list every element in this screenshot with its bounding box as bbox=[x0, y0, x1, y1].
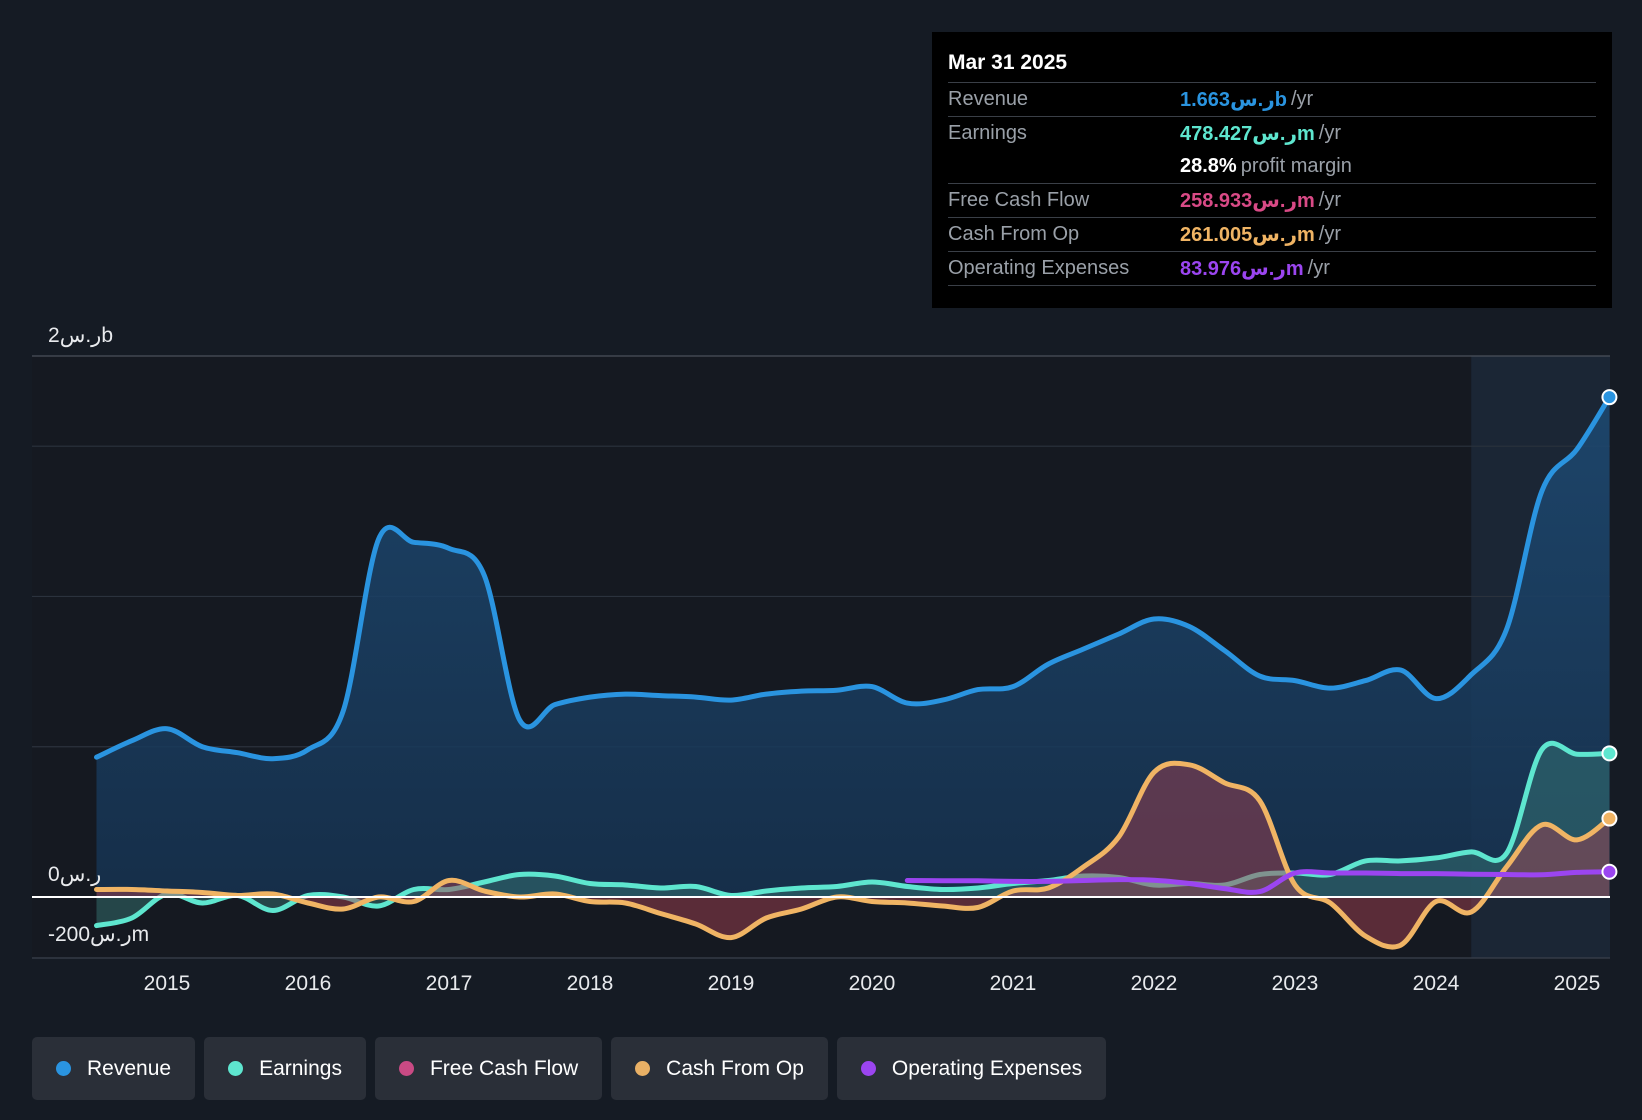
cash-from-op-end-marker bbox=[1601, 810, 1618, 827]
legend-item-free-cash-flow[interactable]: Free Cash Flow bbox=[374, 1037, 603, 1100]
tooltip-value: 83.976ر.سm bbox=[1180, 258, 1304, 280]
tooltip-label: Revenue bbox=[948, 88, 1029, 110]
tooltip-label: Free Cash Flow bbox=[948, 189, 1090, 211]
legend-label: Earnings bbox=[259, 1056, 342, 1080]
tooltip-unit: /yr bbox=[1307, 257, 1330, 279]
revenue-line bbox=[94, 394, 1610, 762]
legend-item-cash-from-op[interactable]: Cash From Op bbox=[611, 1037, 828, 1100]
tooltip-panel: Mar 31 2025 Revenue 1.663ر.سb /yr Earnin… bbox=[932, 32, 1612, 308]
legend-label: Cash From Op bbox=[666, 1056, 804, 1080]
legend-item-earnings[interactable]: Earnings bbox=[204, 1037, 366, 1100]
tooltip-value: 1.663ر.سb bbox=[1180, 89, 1287, 111]
tooltip-row-operating-expenses: Operating Expenses 83.976ر.سm /yr bbox=[948, 251, 1596, 286]
tooltip-date: Mar 31 2025 bbox=[948, 51, 1068, 74]
tooltip-row-earnings: Earnings 478.427ر.سm /yr bbox=[948, 116, 1596, 150]
y-label-top: 2ر.سb bbox=[48, 324, 113, 348]
tooltip-label: Cash From Op bbox=[948, 223, 1080, 245]
earnings-end-marker bbox=[1601, 745, 1618, 762]
series-layer bbox=[94, 394, 1610, 950]
tooltip-unit: /yr bbox=[1318, 122, 1341, 144]
x-tick-label: 2020 bbox=[849, 972, 896, 995]
legend-label: Free Cash Flow bbox=[429, 1056, 579, 1080]
x-tick-label: 2015 bbox=[144, 972, 191, 995]
x-tick-label: 2021 bbox=[990, 972, 1037, 995]
x-tick-label: 2022 bbox=[1131, 972, 1178, 995]
revenue-end-marker bbox=[1601, 389, 1618, 406]
tooltip-value: 258.933ر.سm bbox=[1180, 190, 1315, 212]
legend-item-revenue[interactable]: Revenue bbox=[32, 1037, 196, 1100]
tooltip-unit: /yr bbox=[1318, 189, 1341, 211]
tooltip-value: 478.427ر.سm bbox=[1180, 123, 1315, 145]
tooltip-label: Operating Expenses bbox=[948, 257, 1130, 279]
x-tick-label: 2023 bbox=[1272, 972, 1319, 995]
tooltip-unit: profit margin bbox=[1240, 155, 1352, 177]
earnings-area bbox=[96, 743, 1610, 926]
x-tick-label: 2025 bbox=[1554, 972, 1601, 995]
x-tick-label: 2016 bbox=[285, 972, 332, 995]
operating-expenses-end-marker bbox=[1601, 863, 1618, 880]
legend-dot-icon bbox=[860, 1061, 876, 1076]
tooltip-row-cash-from-op: Cash From Op 261.005ر.سm /yr bbox=[948, 217, 1596, 251]
x-tick-label: 2017 bbox=[426, 972, 473, 995]
tooltip-unit: /yr bbox=[1290, 88, 1314, 110]
legend: Revenue Earnings Free Cash Flow Cash Fro… bbox=[32, 1037, 1107, 1100]
x-axis-ticks: 2015 2016 2017 2018 2019 2020 2021 2022 2023 2024… bbox=[144, 972, 1601, 995]
y-label-zero: 0ر.س bbox=[48, 863, 101, 887]
tooltip-row-free-cash-flow: Free Cash Flow 258.933ر.سm /yr bbox=[948, 183, 1596, 217]
legend-dot-icon bbox=[228, 1061, 244, 1076]
revenue-area bbox=[96, 397, 1610, 897]
free-cash-flow-area bbox=[96, 763, 1610, 948]
tooltip-row-revenue: Revenue 1.663ر.سb /yr bbox=[948, 82, 1596, 116]
operating-expenses-line bbox=[904, 869, 1610, 895]
legend-label: Operating Expenses bbox=[891, 1056, 1083, 1080]
tooltip-value: 261.005ر.سm bbox=[1180, 224, 1315, 246]
legend-label: Revenue bbox=[87, 1056, 172, 1080]
legend-item-operating-expenses[interactable]: Operating Expenses bbox=[836, 1037, 1107, 1100]
y-label-negative: -200ر.سm bbox=[48, 923, 149, 947]
legend-dot-icon bbox=[56, 1061, 71, 1076]
x-tick-label: 2019 bbox=[708, 972, 755, 995]
end-markers bbox=[1601, 389, 1618, 880]
legend-dot-icon bbox=[635, 1061, 651, 1076]
cash-from-op-line bbox=[94, 760, 1610, 950]
x-tick-label: 2024 bbox=[1413, 972, 1460, 995]
tooltip-label: Earnings bbox=[948, 122, 1027, 144]
x-tick-label: 2018 bbox=[567, 972, 614, 995]
tooltip-value: 28.8% bbox=[1180, 155, 1237, 177]
legend-dot-icon bbox=[398, 1061, 414, 1076]
tooltip-row-profit-margin: 28.8% profit margin bbox=[948, 150, 1596, 183]
tooltip-unit: /yr bbox=[1318, 223, 1341, 245]
